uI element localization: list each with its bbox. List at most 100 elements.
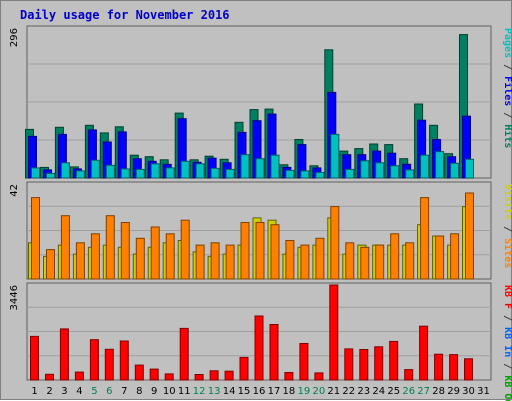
bar-sites-day-7 [120, 222, 130, 280]
x-tick-label-16: 16 [253, 386, 266, 397]
bar-kb-f-day-6 [104, 348, 114, 381]
bar-sites-day-12 [195, 244, 205, 280]
bar-kb-f-day-18 [284, 372, 294, 381]
bar-kb-f-day-16 [254, 315, 264, 381]
bar-pages-day-27 [420, 154, 430, 179]
bar-sites-day-2 [46, 249, 55, 280]
bar-pages-day-26 [405, 169, 415, 179]
bar-sites-day-24 [375, 244, 385, 280]
x-tick-label-20: 20 [313, 386, 326, 397]
x-tick-label-15: 15 [238, 386, 251, 397]
bar-kb-f-day-9 [149, 368, 159, 381]
bar-kb-f-day-27 [419, 325, 429, 381]
x-tick-label-28: 28 [432, 386, 445, 397]
bar-pages-day-25 [390, 165, 400, 179]
x-tick-label-27: 27 [417, 386, 430, 397]
bar-kb-f-day-21 [329, 284, 339, 381]
x-tick-label-31: 31 [477, 386, 490, 397]
bar-pages-day-15 [240, 154, 250, 179]
bar-sites-day-5 [90, 233, 100, 280]
bar-pages-day-14 [225, 168, 235, 179]
bar-sites-day-20 [315, 237, 325, 280]
bar-kb-f-day-22 [344, 348, 354, 381]
bar-kb-f-day-5 [89, 339, 99, 381]
x-tick-label-14: 14 [223, 386, 236, 397]
bar-pages-day-21 [330, 133, 340, 179]
bar-sites-day-6 [105, 215, 115, 280]
bar-pages-day-1 [31, 167, 40, 179]
x-tick-label-30: 30 [462, 386, 475, 397]
bar-kb-f-day-20 [314, 372, 324, 381]
x-tick-label-7: 7 [121, 386, 127, 397]
x-tick-label-1: 1 [31, 386, 37, 397]
bar-pages-day-30 [465, 158, 474, 179]
bar-pages-day-18 [285, 169, 295, 179]
bar-sites-day-1 [31, 197, 40, 280]
bar-pages-day-28 [435, 151, 445, 179]
bar-kb-f-day-28 [434, 353, 444, 381]
x-tick-label-19: 19 [298, 386, 311, 397]
x-tick-label-23: 23 [357, 386, 370, 397]
x-tick-label-13: 13 [208, 386, 221, 397]
bar-sites-day-10 [165, 233, 175, 280]
x-tick-label-9: 9 [151, 386, 157, 397]
bar-sites-day-17 [270, 224, 280, 280]
x-tick-label-29: 29 [447, 386, 460, 397]
x-tick-label-22: 22 [342, 386, 355, 397]
bar-pages-day-6 [105, 164, 115, 179]
bar-sites-day-21 [330, 206, 340, 280]
bar-pages-day-2 [46, 172, 55, 179]
bar-sites-day-29 [450, 233, 460, 280]
bar-kb-f-day-10 [164, 373, 174, 381]
bar-sites-day-23 [360, 246, 370, 280]
bar-pages-day-20 [315, 171, 325, 179]
x-tick-label-21: 21 [327, 386, 340, 397]
panel-3-legend: KB F / KB In / KB Out [502, 285, 512, 401]
bar-sites-day-18 [285, 240, 295, 280]
bar-kb-f-day-15 [239, 356, 249, 381]
x-tick-label-8: 8 [136, 386, 142, 397]
bar-pages-day-29 [450, 162, 460, 179]
panel-1-legend: Pages / Files / Hits [502, 28, 512, 148]
x-tick-label-17: 17 [268, 386, 281, 397]
x-tick-label-5: 5 [91, 386, 97, 397]
bar-kb-f-day-7 [119, 340, 129, 381]
bar-kb-f-day-12 [194, 374, 204, 381]
bar-kb-f-day-29 [449, 354, 459, 381]
bar-pages-day-13 [210, 167, 220, 179]
bar-kb-f-day-14 [224, 370, 234, 381]
bar-sites-day-8 [135, 237, 145, 280]
bar-pages-day-22 [345, 168, 355, 179]
x-tick-label-12: 12 [193, 386, 206, 397]
bar-sites-day-13 [210, 242, 220, 280]
x-tick-label-10: 10 [163, 386, 176, 397]
panel-1-max-label: 296 [9, 28, 20, 47]
x-tick-label-4: 4 [76, 386, 82, 397]
bar-pages-day-5 [90, 159, 100, 179]
bar-pages-day-16 [255, 158, 265, 179]
bar-sites-day-11 [180, 219, 190, 280]
bar-pages-day-10 [165, 167, 175, 179]
panel-3-max-label: 3446 [9, 285, 20, 310]
bar-kb-f-day-8 [134, 364, 144, 381]
bar-sites-day-27 [420, 197, 430, 280]
bar-pages-day-7 [120, 168, 130, 179]
panel-2-legend: Visits / Sites [502, 184, 512, 268]
bar-kb-f-day-25 [389, 340, 399, 381]
bar-sites-day-19 [300, 244, 310, 280]
x-tick-label-6: 6 [106, 386, 112, 397]
bar-kb-f-day-13 [209, 370, 219, 381]
x-tick-label-18: 18 [283, 386, 296, 397]
bar-pages-day-4 [75, 170, 85, 179]
bar-sites-day-14 [225, 244, 235, 280]
bar-sites-day-4 [75, 242, 85, 280]
bar-sites-day-22 [345, 242, 355, 280]
bar-pages-day-9 [150, 163, 160, 179]
bar-pages-day-3 [60, 162, 70, 179]
bar-kb-f-day-30 [464, 358, 473, 381]
bar-sites-day-26 [405, 242, 415, 280]
bar-kb-f-day-11 [179, 327, 189, 381]
bar-pages-day-11 [180, 160, 190, 179]
